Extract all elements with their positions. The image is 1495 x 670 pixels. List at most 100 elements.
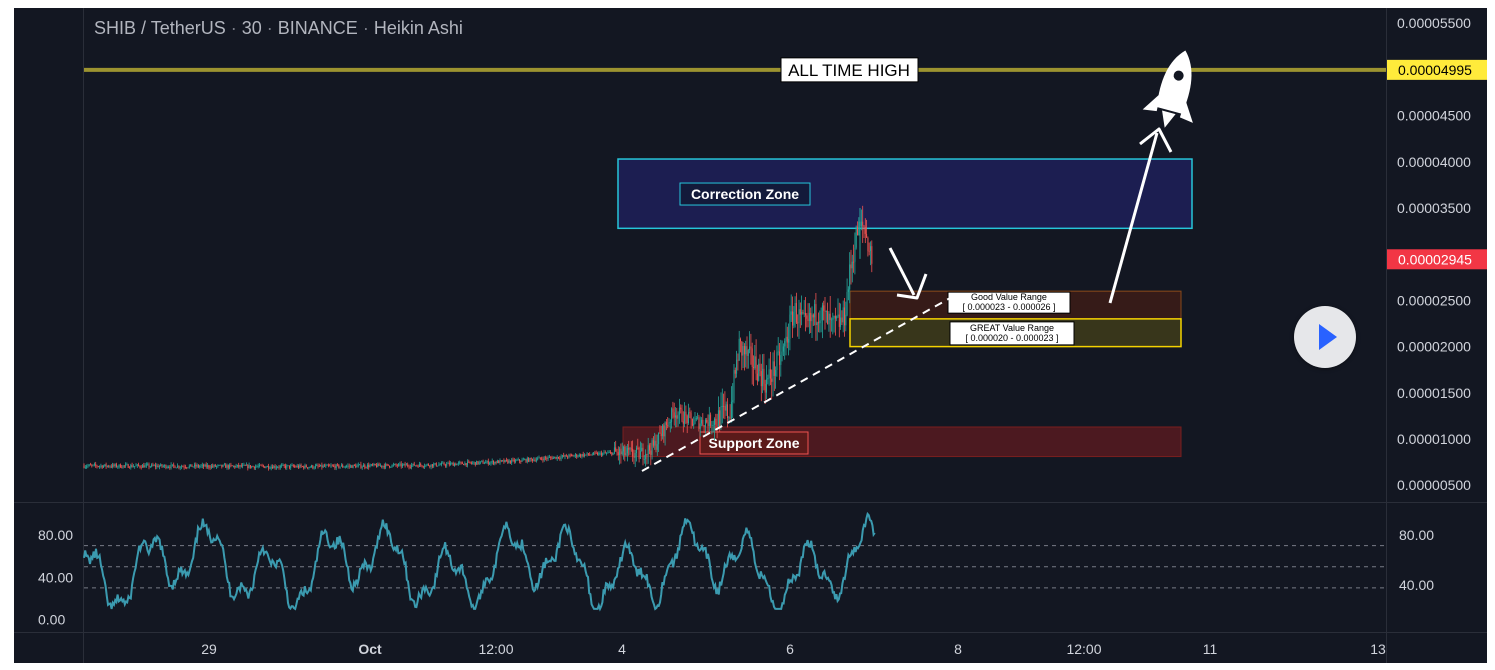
candle-body bbox=[650, 450, 652, 455]
candle-body bbox=[320, 464, 322, 467]
candle-body bbox=[249, 465, 251, 468]
candle-body bbox=[135, 465, 137, 467]
play-button[interactable] bbox=[1294, 306, 1356, 368]
candle-body bbox=[714, 418, 715, 425]
candle-body bbox=[521, 459, 523, 462]
candle-body bbox=[305, 465, 307, 468]
candle-body bbox=[678, 407, 680, 415]
candle-body bbox=[347, 465, 349, 467]
candle-body bbox=[140, 467, 142, 468]
candle-body bbox=[556, 456, 558, 459]
candle-body bbox=[344, 466, 346, 468]
candle-body bbox=[312, 465, 314, 469]
candle-body bbox=[604, 452, 606, 454]
candle-body bbox=[586, 453, 588, 455]
candle-body bbox=[461, 462, 463, 465]
candle-body bbox=[446, 463, 448, 466]
candle-body bbox=[277, 467, 279, 469]
price-axis-tick: 0.00005500 bbox=[1397, 15, 1471, 31]
candle-body bbox=[394, 464, 396, 465]
candle-body bbox=[607, 452, 609, 454]
candle-body bbox=[842, 307, 844, 323]
candle-body bbox=[304, 465, 306, 469]
candle-body bbox=[827, 310, 829, 325]
candle-body bbox=[589, 454, 591, 456]
candle-body bbox=[242, 465, 244, 467]
candle-body bbox=[730, 401, 732, 419]
candle-body bbox=[491, 460, 493, 463]
candle-body bbox=[95, 464, 97, 466]
candle-body bbox=[733, 370, 735, 401]
candle-body bbox=[747, 350, 749, 356]
time-axis-tick: 12:00 bbox=[478, 641, 513, 657]
candle-body bbox=[429, 465, 431, 467]
candle-body bbox=[775, 369, 777, 376]
candle-body bbox=[723, 405, 725, 407]
candle-body bbox=[740, 338, 741, 342]
candle-body bbox=[662, 425, 663, 437]
candle-body bbox=[526, 458, 528, 462]
ath-label: ALL TIME HIGH bbox=[788, 61, 910, 80]
candle-body bbox=[603, 452, 605, 454]
candle-body bbox=[331, 465, 333, 467]
candle-body bbox=[543, 457, 545, 461]
candle-body bbox=[318, 466, 320, 468]
candle-body bbox=[620, 448, 622, 455]
candle-body bbox=[105, 464, 107, 467]
candle-body bbox=[569, 454, 571, 456]
candle-body bbox=[554, 456, 556, 458]
candle-body bbox=[201, 464, 203, 466]
candle-body bbox=[576, 454, 578, 457]
candle-body bbox=[415, 465, 416, 467]
candle-body bbox=[853, 261, 855, 263]
candle-body bbox=[587, 453, 589, 455]
candle-body bbox=[577, 456, 579, 458]
candle-body bbox=[99, 466, 101, 467]
candle-body bbox=[409, 466, 411, 468]
candle-body bbox=[248, 465, 250, 469]
candle-body bbox=[833, 315, 835, 319]
candle-body bbox=[335, 464, 337, 469]
candle-body bbox=[500, 460, 502, 462]
candle-body bbox=[487, 460, 489, 465]
candle-body bbox=[742, 346, 744, 356]
correction-zone-label: Correction Zone bbox=[691, 186, 799, 202]
candle-body bbox=[96, 465, 98, 467]
up-arrow-shaft bbox=[1108, 132, 1159, 304]
time-axis: 29 Oct 12:00 4 6 8 12:00 11 13 bbox=[201, 641, 1386, 657]
candle-body bbox=[377, 463, 379, 467]
candle-body bbox=[231, 465, 233, 467]
candle-body bbox=[114, 464, 116, 466]
candle-body bbox=[125, 464, 127, 466]
candle-body bbox=[404, 463, 406, 466]
candle-body bbox=[490, 462, 492, 464]
candle-body bbox=[485, 462, 487, 464]
symbol-legend[interactable]: SHIB / TetherUS · 30 · BINANCE · Heikin … bbox=[94, 18, 463, 39]
candle-body bbox=[264, 466, 266, 468]
price-axis-tick: 0.00002500 bbox=[1397, 292, 1471, 308]
candle-body bbox=[537, 458, 539, 460]
candle-body bbox=[688, 412, 689, 423]
candle-body bbox=[424, 466, 426, 467]
chart-canvas[interactable]: Correction Zone Support Zone Good Value Ra… bbox=[14, 8, 1487, 663]
candle-body bbox=[799, 309, 801, 315]
oscillator-pane: 80.00 40.00 0.00 80.00 40.00 bbox=[38, 511, 1434, 628]
candle-body bbox=[447, 462, 449, 464]
oscillator-line bbox=[83, 511, 876, 612]
chart-area[interactable]: Correction Zone Support Zone Good Value Ra… bbox=[14, 8, 1487, 663]
candle-body bbox=[684, 411, 686, 424]
candle-body bbox=[222, 464, 224, 467]
candle-body bbox=[268, 466, 270, 469]
candle-body bbox=[398, 464, 400, 466]
candle-body bbox=[504, 459, 506, 463]
candle-body bbox=[832, 318, 834, 320]
candle-body bbox=[811, 314, 813, 322]
candle-body bbox=[83, 465, 85, 468]
candle-body bbox=[438, 464, 440, 466]
candle-body bbox=[658, 432, 660, 445]
candle-body bbox=[629, 448, 631, 450]
candle-body bbox=[139, 465, 141, 468]
candle-body bbox=[236, 464, 238, 466]
candle-body bbox=[108, 465, 110, 467]
candle-body bbox=[288, 465, 290, 468]
